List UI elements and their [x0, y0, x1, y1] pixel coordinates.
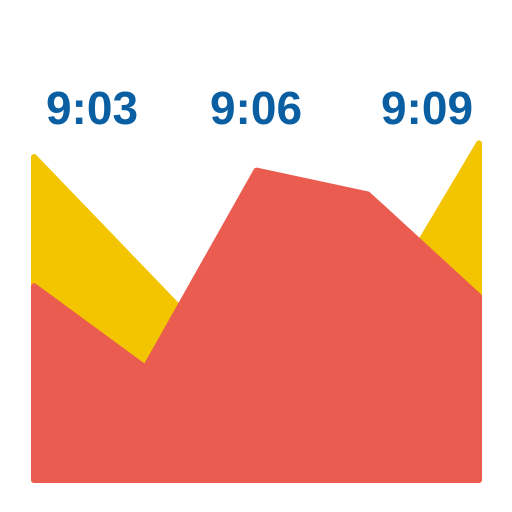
time-labels: 9:03 9:06 9:09	[46, 82, 473, 134]
time-label-2: 9:09	[381, 82, 473, 134]
area-series-group	[31, 140, 482, 483]
time-label-0: 9:03	[46, 82, 138, 134]
time-label-1: 9:06	[210, 82, 302, 134]
area-series-1	[31, 167, 482, 483]
